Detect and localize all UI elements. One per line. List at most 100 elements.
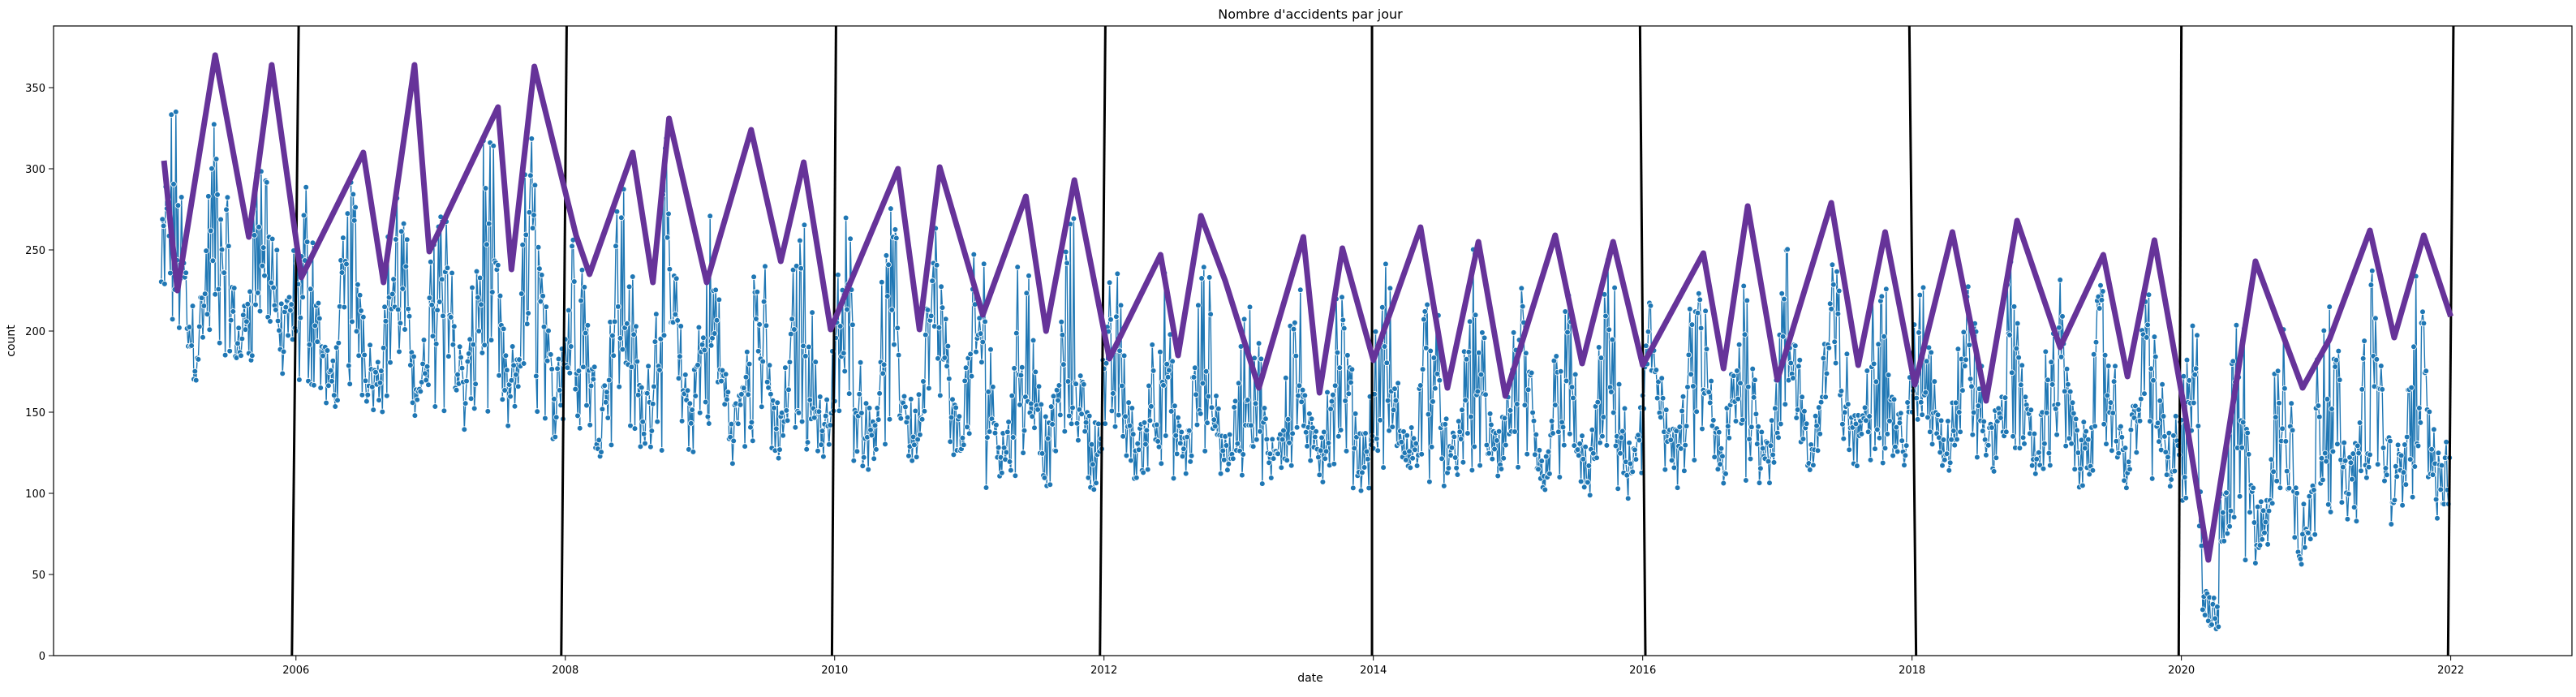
daily-point	[1248, 422, 1254, 429]
daily-point	[1395, 380, 1401, 387]
daily-point	[1059, 331, 1066, 338]
daily-point	[1576, 441, 1583, 447]
daily-point	[287, 307, 294, 314]
daily-point	[1530, 417, 1537, 424]
daily-point	[1207, 311, 1214, 318]
daily-point	[201, 290, 209, 297]
daily-point	[1421, 316, 1427, 323]
daily-point	[617, 335, 624, 342]
daily-point	[566, 307, 572, 314]
daily-point	[1306, 411, 1313, 417]
daily-point	[2264, 541, 2271, 548]
daily-point	[2434, 514, 2441, 522]
daily-point	[400, 220, 407, 227]
daily-point	[1491, 445, 1498, 453]
daily-point	[2320, 327, 2328, 334]
daily-point	[611, 318, 618, 325]
daily-point	[306, 341, 313, 348]
daily-point	[2329, 406, 2335, 412]
daily-point	[623, 320, 630, 327]
daily-point	[716, 296, 723, 303]
daily-point	[1703, 346, 1710, 353]
daily-point	[458, 364, 466, 372]
daily-point	[192, 376, 200, 384]
daily-point	[660, 332, 668, 339]
daily-point	[962, 364, 970, 372]
daily-point	[1863, 417, 1869, 424]
daily-point	[1443, 415, 1450, 422]
daily-point	[1343, 448, 1350, 454]
daily-point	[2208, 622, 2215, 628]
daily-point	[2003, 428, 2010, 435]
daily-point	[2334, 441, 2341, 448]
daily-point	[1883, 286, 1890, 293]
daily-point	[2374, 461, 2381, 468]
daily-point	[695, 324, 703, 331]
daily-point	[626, 283, 633, 290]
daily-point	[986, 428, 993, 435]
daily-point	[1322, 455, 1328, 463]
daily-point	[1519, 303, 1526, 310]
daily-point	[2127, 426, 2135, 433]
daily-point	[488, 337, 495, 343]
daily-point	[1331, 460, 1338, 467]
daily-point	[1456, 428, 1463, 436]
daily-point	[1876, 434, 1883, 441]
daily-point	[802, 353, 809, 359]
daily-point	[792, 424, 799, 431]
daily-point	[1286, 439, 1292, 446]
daily-point	[1421, 308, 1429, 315]
daily-point	[428, 301, 435, 308]
daily-point	[542, 415, 548, 422]
daily-point	[1170, 475, 1177, 482]
daily-point	[1419, 366, 1426, 372]
daily-point	[2277, 484, 2284, 491]
daily-point	[2279, 425, 2286, 432]
daily-point	[2100, 288, 2106, 295]
daily-point	[1603, 442, 1611, 449]
daily-point	[1173, 450, 1180, 458]
daily-point	[161, 281, 168, 287]
daily-point	[648, 428, 656, 434]
daily-point	[296, 376, 303, 383]
daily-point	[2101, 351, 2109, 359]
daily-point	[350, 217, 358, 224]
daily-point	[389, 290, 396, 298]
daily-point	[1740, 282, 1748, 290]
daily-point	[862, 400, 870, 407]
daily-point	[1057, 411, 1064, 419]
daily-point	[678, 418, 686, 424]
daily-point	[1954, 436, 1960, 443]
daily-point	[1873, 378, 1880, 385]
daily-point	[279, 370, 286, 377]
daily-point	[355, 281, 361, 288]
daily-point	[2148, 475, 2156, 482]
daily-point	[1899, 437, 1906, 444]
daily-point	[1362, 430, 1369, 437]
daily-point	[618, 214, 625, 222]
daily-point	[1486, 450, 1492, 457]
daily-point	[2423, 368, 2430, 375]
daily-point	[1674, 484, 1681, 491]
daily-point	[2053, 431, 2060, 438]
daily-point	[1475, 349, 1482, 356]
daily-point	[534, 408, 540, 415]
daily-point	[1278, 464, 1285, 471]
daily-point	[1133, 474, 1140, 481]
daily-point	[2160, 413, 2167, 419]
daily-point	[643, 389, 651, 397]
daily-point	[576, 424, 583, 432]
daily-point	[1026, 273, 1032, 279]
daily-point	[2162, 449, 2170, 455]
daily-point	[529, 225, 536, 231]
daily-point	[300, 212, 307, 219]
daily-point	[1928, 349, 1935, 356]
daily-point	[1759, 445, 1766, 452]
daily-point	[892, 226, 899, 233]
daily-point	[285, 332, 291, 339]
daily-point	[501, 387, 508, 394]
x-axis-label: date	[1297, 672, 1323, 685]
daily-point	[1993, 454, 2000, 462]
daily-point	[463, 377, 470, 385]
daily-point	[1881, 445, 1889, 452]
